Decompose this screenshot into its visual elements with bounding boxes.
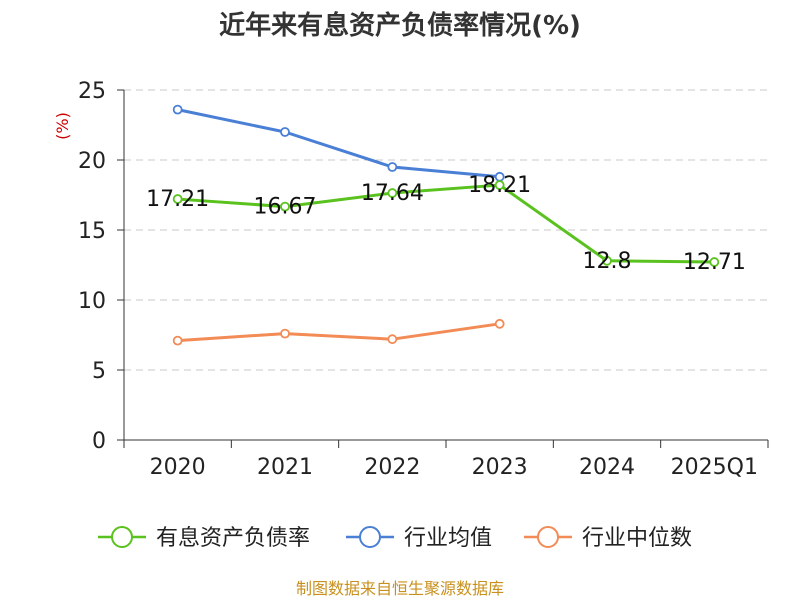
y-tick-label: 25 [78, 79, 106, 104]
data-point [602, 255, 612, 266]
legend-item-2[interactable]: 行业均值 [346, 526, 492, 551]
legend-label: 行业中位数 [582, 526, 692, 551]
data-point [494, 318, 505, 329]
data-point [387, 188, 398, 198]
data-point [172, 194, 183, 204]
chart-title: 近年来有息资产负债率情况(%) [219, 10, 581, 41]
data-label: 18.21 [468, 173, 531, 198]
y-tick-label: 20 [78, 149, 106, 174]
legend-item-1[interactable]: 有息资产负债率 [98, 526, 310, 551]
legend-label: 有息资产负债率 [156, 526, 310, 551]
x-tick-label: 2022 [364, 455, 420, 480]
x-tick-label: 2024 [579, 455, 635, 480]
x-tick-label: 2021 [257, 455, 313, 480]
legend[interactable]: 有息资产负债率 行业均值 行业中位数 [98, 526, 692, 551]
y-tick-label: 5 [92, 359, 106, 384]
legend-swatch-marker [537, 526, 559, 548]
x-tick-label: 2025Q1 [671, 455, 758, 480]
data-point [172, 104, 183, 115]
x-tick-label: 2020 [150, 455, 206, 480]
data-point [709, 257, 720, 267]
data-label: 16.67 [254, 195, 317, 220]
series-line-1 [177, 183, 715, 264]
legend-swatch-marker [359, 526, 381, 548]
legend-item-3[interactable]: 行业中位数 [524, 526, 692, 551]
x-tick-label: 2023 [472, 455, 528, 480]
data-point [172, 335, 183, 346]
data-point [387, 162, 398, 172]
data-label: 17.64 [361, 181, 424, 206]
axes: 0 5 10 15 20 25 2020 2021 2022 2023 2024 2025Q1 [78, 79, 769, 480]
series-line-3 [177, 322, 500, 343]
series-line-2 [177, 108, 500, 179]
data-point [280, 127, 290, 137]
data-label: 12.71 [683, 250, 746, 275]
data-point [494, 180, 505, 190]
gridlines [124, 89, 768, 371]
data-labels: 17.21 16.67 17.64 18.21 12.8 12.71 [146, 173, 746, 275]
legend-swatch-marker [111, 526, 133, 548]
y-axis-label: (%) [53, 112, 72, 140]
data-point [280, 328, 290, 339]
y-tick-label: 15 [78, 219, 106, 244]
source-note: 制图数据来自恒生聚源数据库 [296, 579, 504, 598]
data-label: 12.8 [583, 249, 632, 274]
series-layer [172, 104, 720, 346]
data-label: 17.21 [146, 187, 209, 212]
legend-label: 行业均值 [404, 526, 492, 551]
y-tick-label: 10 [78, 289, 106, 314]
data-point [280, 201, 290, 212]
y-tick-label: 0 [92, 429, 106, 454]
data-point [387, 334, 398, 345]
